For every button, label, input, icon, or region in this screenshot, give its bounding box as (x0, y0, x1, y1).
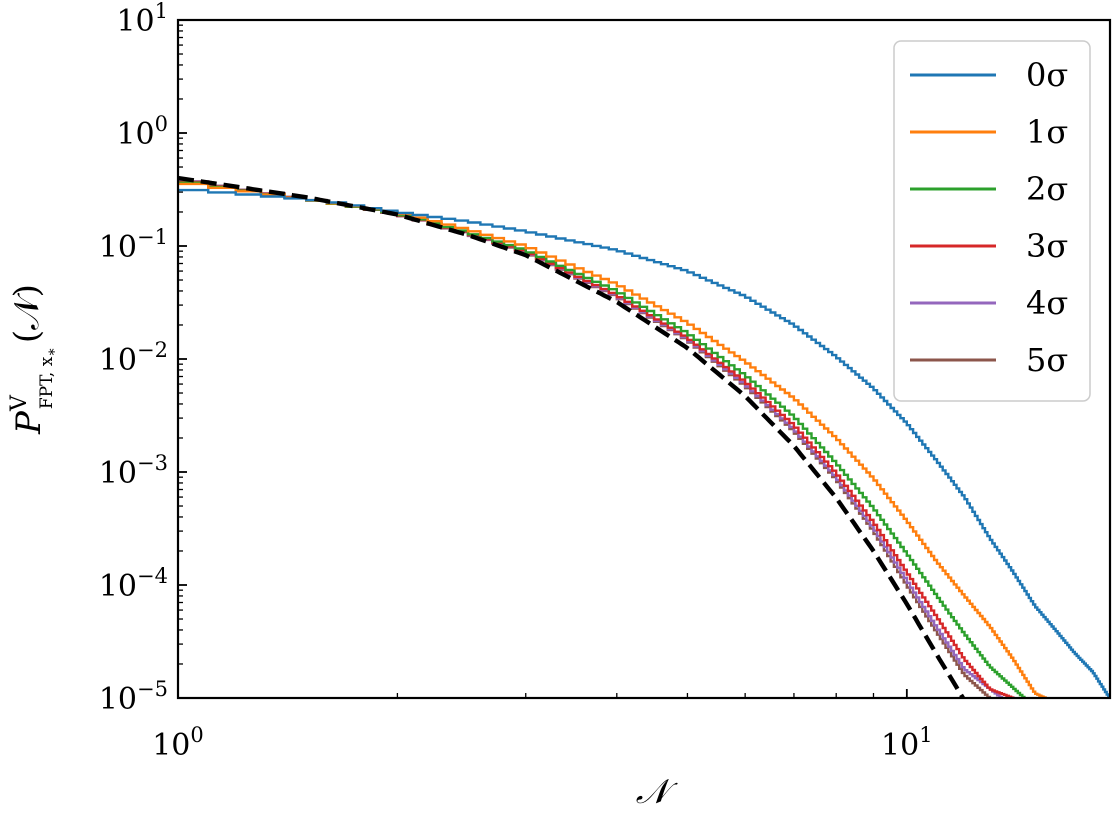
minor-ticks (178, 24, 875, 698)
x-tick-label: 100 (152, 723, 204, 763)
y-title-sup: V (7, 394, 32, 412)
series-layer (178, 175, 1110, 698)
legend: 0σ 1σ 2σ 3σ 4σ 5σ (893, 40, 1091, 402)
series-line-0 (178, 188, 1110, 698)
plot-frame (176, 18, 1112, 700)
series-line-5 (178, 180, 992, 698)
y-title-sub-star: ∗ (44, 347, 60, 357)
series-line-1 (178, 182, 1047, 698)
x-axis-title: 𝒩 (636, 772, 679, 810)
legend-item-0: 0σ (910, 56, 1068, 94)
y-tick-label: 10−2 (99, 338, 168, 378)
legend-label: 3σ (1026, 227, 1068, 265)
legend-label: 4σ (1026, 284, 1068, 322)
y-axis-title: PV FPT, x∗ (𝒩) (7, 284, 60, 435)
legend-label: 1σ (1026, 113, 1068, 151)
legend-label: 0σ (1026, 56, 1068, 94)
series-line-2 (178, 181, 1026, 698)
series-line-3 (178, 180, 1015, 698)
legend-item-4: 4σ (910, 284, 1068, 322)
series-line-4 (178, 180, 1003, 698)
y-tick-label: 10−5 (99, 677, 168, 717)
tick-labels: 101 100 10−1 10−2 10−3 10−4 10−5 100 101 (99, 0, 933, 763)
y-title-main: P (9, 410, 49, 435)
y-title-sub: FPT, x (37, 356, 57, 409)
legend-label: 2σ (1026, 170, 1068, 208)
major-ticks (177, 19, 908, 699)
x-tick-label: 101 (881, 723, 933, 763)
y-title-arg: (𝒩) (7, 284, 47, 343)
y-tick-label: 10−3 (99, 451, 168, 491)
legend-item-5: 5σ (910, 341, 1068, 379)
y-tick-label: 10−4 (99, 564, 168, 604)
legend-item-2: 2σ (910, 170, 1068, 208)
legend-label: 5σ (1026, 341, 1068, 379)
y-tick-label: 100 (116, 112, 168, 152)
legend-item-1: 1σ (910, 113, 1068, 151)
y-tick-label: 101 (116, 0, 168, 39)
y-tick-label: 10−1 (99, 225, 168, 265)
legend-item-3: 3σ (910, 227, 1068, 265)
reference-dashed-line (178, 175, 966, 698)
